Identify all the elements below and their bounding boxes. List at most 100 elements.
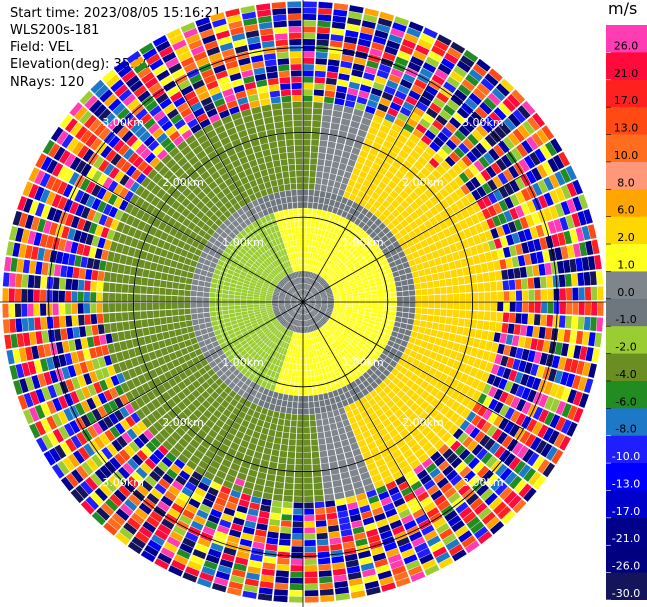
radar-gate [500, 355, 509, 367]
radar-gate [355, 538, 368, 547]
radar-gate [258, 510, 270, 519]
radar-gate [225, 273, 233, 279]
radar-gate [471, 129, 484, 142]
radar-gate [477, 311, 485, 320]
radar-gate [431, 45, 446, 57]
radar-gate [402, 144, 413, 155]
radar-gate [225, 474, 236, 484]
radar-gate [374, 29, 389, 40]
radar-gate [247, 271, 254, 277]
radar-gate [134, 285, 141, 294]
radar-gate [322, 223, 328, 231]
radar-gate [224, 386, 232, 395]
radar-gate [314, 323, 319, 330]
radar-gate [317, 368, 323, 376]
radar-gate [315, 64, 327, 72]
radar-gate [234, 295, 241, 299]
radar-gate [551, 328, 559, 341]
radar-gate [363, 72, 376, 81]
radar-gate [323, 424, 331, 432]
radar-gate [493, 107, 507, 121]
radar-gate [223, 281, 231, 287]
radar-gate [321, 298, 328, 300]
radar-gate [316, 247, 320, 255]
radar-gate [343, 269, 350, 275]
radar-gate [326, 185, 333, 193]
radar-gate [359, 424, 369, 433]
radar-gate [334, 303, 341, 306]
radar-gate [466, 493, 479, 506]
radar-gate [206, 227, 215, 236]
radar-gate [304, 464, 312, 471]
radar-gate [385, 547, 400, 558]
radar-gate [527, 116, 541, 131]
radar-gate [371, 298, 378, 302]
radar-gate [105, 333, 113, 344]
radar-gate [382, 349, 390, 356]
radar-gate [575, 227, 585, 242]
radar-gate [571, 273, 578, 287]
radar-gate [471, 201, 481, 213]
radar-gate [321, 210, 327, 218]
radar-gate [493, 260, 501, 271]
radar-gate [368, 357, 376, 365]
radar-gate [452, 360, 461, 370]
radar-gate [411, 251, 420, 259]
radar-gate [515, 279, 522, 290]
radar-gate [234, 298, 241, 302]
radar-gate [277, 393, 284, 400]
radar-gate [509, 302, 516, 312]
radar-gate [113, 471, 126, 484]
radar-gate [303, 227, 307, 234]
radar-gate [382, 226, 390, 235]
radar-gate [206, 343, 214, 351]
radar-gate [322, 172, 330, 180]
radar-gate [240, 248, 247, 255]
radar-gate [314, 295, 321, 299]
radar-gate [347, 501, 359, 510]
radar-gate [59, 441, 72, 456]
radar-gate [304, 533, 316, 540]
radar-gate [157, 461, 169, 473]
radar-gate [341, 385, 349, 393]
radar-gate [199, 571, 214, 582]
radar-gate [29, 331, 37, 346]
radar-gate [597, 302, 604, 316]
radar-gate [64, 118, 78, 133]
radar-gate [278, 282, 284, 288]
radar-gate [357, 38, 372, 48]
radar-gate [304, 320, 306, 327]
radar-gate [378, 302, 385, 306]
radar-gate [307, 313, 311, 320]
radar-gate [317, 203, 324, 210]
radar-gate [278, 316, 284, 322]
radar-gate [382, 433, 392, 443]
radar-gate [395, 170, 405, 180]
radar-gate [238, 499, 250, 508]
radar-gate [395, 423, 406, 433]
radar-gate [346, 243, 353, 251]
radar-gate [349, 153, 359, 162]
radar-gate [202, 372, 211, 381]
radar-gate [284, 298, 291, 300]
radar-gate [51, 194, 62, 208]
radar-gate [422, 113, 435, 124]
radar-gate [278, 305, 285, 308]
radar-gate [272, 443, 281, 451]
radar-gate [389, 519, 403, 530]
radar-gate [191, 492, 204, 503]
radar-gate [379, 243, 387, 251]
radar-gate [388, 129, 399, 139]
radar-gate [403, 302, 410, 307]
radar-gate [350, 284, 357, 289]
radar-gate [288, 317, 293, 323]
radar-gate [596, 270, 604, 285]
radar-gate [4, 256, 12, 272]
radar-gate [444, 487, 457, 499]
radar-gate [220, 485, 232, 495]
radar-gate [246, 325, 253, 331]
radar-gate [368, 398, 377, 407]
radar-gate [320, 327, 325, 334]
radar-gate [49, 342, 58, 356]
radar-gate [484, 292, 491, 301]
